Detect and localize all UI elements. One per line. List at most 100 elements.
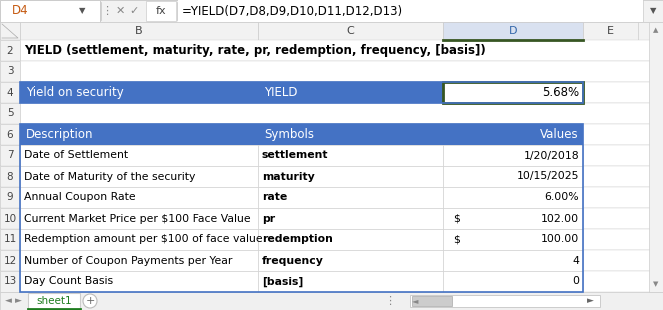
FancyBboxPatch shape xyxy=(20,229,258,250)
Text: redemption: redemption xyxy=(262,234,333,245)
Text: ◄: ◄ xyxy=(5,296,11,305)
FancyBboxPatch shape xyxy=(583,22,638,40)
FancyBboxPatch shape xyxy=(258,271,443,292)
Text: $: $ xyxy=(453,214,460,224)
FancyBboxPatch shape xyxy=(0,82,20,103)
Text: YIELD (settlement, maturity, rate, pr, redemption, frequency, [basis]): YIELD (settlement, maturity, rate, pr, r… xyxy=(24,44,486,57)
FancyBboxPatch shape xyxy=(0,166,20,187)
FancyBboxPatch shape xyxy=(20,166,258,187)
FancyBboxPatch shape xyxy=(0,22,20,40)
Text: B: B xyxy=(135,26,143,36)
FancyBboxPatch shape xyxy=(410,295,600,307)
Text: YIELD: YIELD xyxy=(264,86,298,99)
Text: ✕: ✕ xyxy=(115,6,125,16)
FancyBboxPatch shape xyxy=(443,124,583,145)
Text: 7: 7 xyxy=(7,150,13,161)
Text: $: $ xyxy=(453,234,460,245)
Text: E: E xyxy=(607,26,614,36)
Text: ⋮: ⋮ xyxy=(101,6,113,16)
FancyBboxPatch shape xyxy=(0,40,20,61)
FancyBboxPatch shape xyxy=(177,2,178,20)
FancyBboxPatch shape xyxy=(258,250,443,271)
FancyBboxPatch shape xyxy=(0,0,100,22)
FancyBboxPatch shape xyxy=(0,124,663,145)
Text: Date of Maturity of the security: Date of Maturity of the security xyxy=(24,171,196,181)
FancyBboxPatch shape xyxy=(443,187,583,208)
Text: ▲: ▲ xyxy=(653,27,658,33)
FancyBboxPatch shape xyxy=(443,82,583,103)
Text: ▼: ▼ xyxy=(650,7,656,16)
Text: pr: pr xyxy=(262,214,275,224)
Text: [basis]: [basis] xyxy=(262,277,303,287)
FancyBboxPatch shape xyxy=(100,2,101,20)
FancyBboxPatch shape xyxy=(20,208,258,229)
FancyBboxPatch shape xyxy=(0,103,20,124)
FancyBboxPatch shape xyxy=(443,208,583,229)
Text: D4: D4 xyxy=(12,5,29,17)
Text: Values: Values xyxy=(540,128,579,141)
Text: 0: 0 xyxy=(572,277,579,286)
FancyBboxPatch shape xyxy=(20,82,443,103)
Text: Symbols: Symbols xyxy=(264,128,314,141)
Text: ►: ► xyxy=(587,296,593,305)
Text: ►: ► xyxy=(15,296,21,305)
FancyBboxPatch shape xyxy=(258,187,443,208)
FancyBboxPatch shape xyxy=(0,271,663,292)
FancyBboxPatch shape xyxy=(0,208,20,229)
FancyBboxPatch shape xyxy=(258,166,443,187)
FancyBboxPatch shape xyxy=(258,229,443,250)
FancyBboxPatch shape xyxy=(443,22,583,40)
FancyBboxPatch shape xyxy=(0,187,20,208)
Text: Description: Description xyxy=(26,128,93,141)
Text: 6.00%: 6.00% xyxy=(544,193,579,202)
FancyBboxPatch shape xyxy=(258,145,443,166)
FancyBboxPatch shape xyxy=(20,145,258,166)
FancyBboxPatch shape xyxy=(0,61,20,82)
Text: 4: 4 xyxy=(7,87,13,98)
FancyBboxPatch shape xyxy=(0,271,20,292)
Text: 12: 12 xyxy=(3,255,17,265)
Text: 8: 8 xyxy=(7,171,13,181)
Text: 6: 6 xyxy=(7,130,13,140)
FancyBboxPatch shape xyxy=(0,187,663,208)
FancyBboxPatch shape xyxy=(0,250,663,271)
Text: 5: 5 xyxy=(7,108,13,118)
Text: ✓: ✓ xyxy=(129,6,139,16)
Text: 1/20/2018: 1/20/2018 xyxy=(523,150,579,161)
FancyBboxPatch shape xyxy=(0,40,663,61)
FancyBboxPatch shape xyxy=(20,271,258,292)
FancyBboxPatch shape xyxy=(0,22,663,40)
Text: maturity: maturity xyxy=(262,171,315,181)
FancyBboxPatch shape xyxy=(146,1,176,21)
Text: Day Count Basis: Day Count Basis xyxy=(24,277,113,286)
Text: D: D xyxy=(509,26,517,36)
Text: 4: 4 xyxy=(572,255,579,265)
FancyBboxPatch shape xyxy=(649,22,663,292)
FancyBboxPatch shape xyxy=(0,103,663,124)
FancyBboxPatch shape xyxy=(0,145,663,166)
Text: +: + xyxy=(86,296,95,306)
FancyBboxPatch shape xyxy=(443,271,583,292)
FancyBboxPatch shape xyxy=(258,208,443,229)
Text: fx: fx xyxy=(156,6,166,16)
FancyBboxPatch shape xyxy=(443,229,583,250)
Text: 102.00: 102.00 xyxy=(541,214,579,224)
FancyBboxPatch shape xyxy=(443,82,583,103)
FancyBboxPatch shape xyxy=(0,82,663,103)
Text: C: C xyxy=(347,26,355,36)
FancyBboxPatch shape xyxy=(20,124,258,145)
FancyBboxPatch shape xyxy=(643,0,663,22)
Text: =YIELD(D7,D8,D9,D10,D11,D12,D13): =YIELD(D7,D8,D9,D10,D11,D12,D13) xyxy=(182,5,403,17)
FancyBboxPatch shape xyxy=(0,61,663,82)
Circle shape xyxy=(83,294,97,308)
Text: 10/15/2025: 10/15/2025 xyxy=(516,171,579,181)
Text: Date of Settlement: Date of Settlement xyxy=(24,150,128,161)
Text: ▼: ▼ xyxy=(79,7,86,16)
FancyBboxPatch shape xyxy=(258,22,443,40)
FancyBboxPatch shape xyxy=(20,22,258,40)
Text: sheet1: sheet1 xyxy=(36,296,72,306)
Text: settlement: settlement xyxy=(262,150,328,161)
FancyBboxPatch shape xyxy=(443,166,583,187)
Text: rate: rate xyxy=(262,193,287,202)
Text: Number of Coupon Payments per Year: Number of Coupon Payments per Year xyxy=(24,255,232,265)
